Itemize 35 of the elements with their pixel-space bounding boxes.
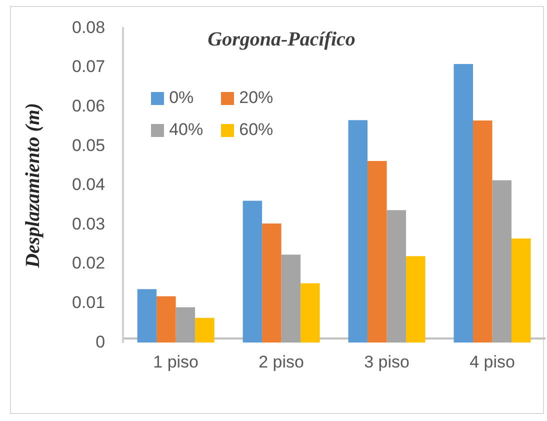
- bar: [348, 120, 368, 343]
- x-tick-label: 3 piso: [364, 352, 410, 372]
- bar: [176, 307, 196, 343]
- y-tick-label: 0: [96, 332, 106, 352]
- bar: [454, 64, 474, 343]
- y-tick-label: 0.07: [72, 57, 106, 76]
- y-tick-label: 0.08: [72, 18, 106, 37]
- x-tick-label: 4 piso: [470, 352, 515, 372]
- x-tick-label: 2 piso: [258, 352, 304, 372]
- y-tick-label: 0.05: [72, 136, 106, 155]
- y-tick-label: 0.03: [72, 214, 106, 234]
- y-tick-label: 0.06: [72, 96, 106, 116]
- bar: [262, 224, 282, 343]
- bar: [512, 238, 531, 343]
- x-tick-label: 1 piso: [153, 352, 199, 372]
- bar: [195, 318, 214, 343]
- bar: [156, 296, 176, 343]
- legend-label: 20%: [239, 88, 274, 108]
- bar: [300, 283, 320, 343]
- chart-title: Gorgona-Pacífico: [208, 28, 356, 50]
- y-tick-label: 0.04: [72, 175, 106, 194]
- y-tick-label: 0.01: [72, 292, 106, 312]
- bar: [406, 256, 426, 343]
- bar: [473, 120, 492, 343]
- bar: [242, 200, 262, 343]
- bar: [368, 161, 387, 343]
- bar: [492, 180, 512, 343]
- legend-label: 0%: [169, 88, 194, 108]
- y-tick-label: 0.02: [72, 254, 106, 273]
- y-axis-title: Desplazamiento (m): [22, 102, 44, 269]
- bar: [281, 254, 301, 343]
- legend-label: 40%: [169, 120, 204, 140]
- bar: [137, 289, 157, 343]
- bar: [386, 210, 406, 343]
- legend-label: 60%: [239, 120, 274, 140]
